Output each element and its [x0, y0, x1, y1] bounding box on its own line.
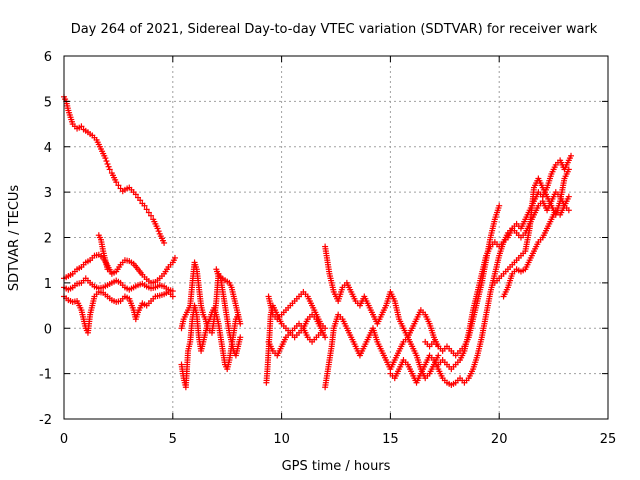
data-point [105, 163, 112, 170]
data-point [169, 293, 176, 300]
data-point [148, 212, 155, 219]
data-point [155, 228, 162, 235]
data-point [169, 288, 176, 295]
data-point [104, 266, 111, 273]
data-point [145, 209, 152, 216]
data-point [154, 225, 161, 232]
x-tick-label: 20 [491, 432, 508, 447]
data-point [322, 334, 329, 341]
y-tick-label: 2 [44, 232, 52, 247]
y-tick-labels: -2 -1 0 1 2 3 4 5 6 [39, 50, 52, 428]
x-tick-label: 15 [382, 432, 399, 447]
data-point [78, 123, 85, 130]
data-point [106, 166, 113, 173]
x-tick-label: 10 [273, 432, 290, 447]
data-point [104, 160, 111, 167]
data-point [496, 202, 503, 209]
data-point [322, 325, 329, 332]
x-tick-label: 0 [60, 432, 68, 447]
data-point [115, 182, 122, 189]
x-axis-label: GPS time / hours [282, 459, 391, 474]
y-axis-label: SDTVAR / TECUs [7, 185, 22, 292]
data-point [103, 158, 110, 165]
data-point [237, 334, 244, 341]
x-tick-label: 25 [600, 432, 617, 447]
data-point [565, 207, 572, 214]
y-tick-label: 5 [44, 95, 52, 110]
y-tick-label: 1 [44, 277, 52, 292]
data-point [565, 193, 572, 200]
data-point [568, 152, 575, 159]
data-point [137, 197, 144, 204]
data-point [113, 179, 120, 186]
y-tick-label: 4 [44, 141, 52, 156]
tick-marks [63, 55, 609, 420]
data-point [102, 155, 109, 162]
data-point [143, 206, 150, 213]
data-point [317, 329, 324, 336]
y-tick-label: 6 [44, 50, 52, 65]
chart-title: Day 264 of 2021, Sidereal Day-to-day VTE… [71, 22, 598, 37]
data-point [237, 320, 244, 327]
y-tick-label: -2 [39, 413, 52, 428]
x-tick-labels: 0 5 10 15 20 25 [60, 432, 616, 447]
data-points [61, 93, 575, 391]
y-tick-label: -1 [39, 368, 52, 383]
data-point [235, 311, 242, 318]
data-point [141, 202, 148, 209]
y-tick-label: 0 [44, 322, 52, 337]
data-point [161, 239, 168, 246]
data-point [565, 166, 572, 173]
y-tick-label: 3 [44, 186, 52, 201]
data-point [132, 191, 139, 198]
data-point [435, 352, 442, 359]
x-tick-label: 5 [169, 432, 177, 447]
data-point [171, 254, 178, 261]
